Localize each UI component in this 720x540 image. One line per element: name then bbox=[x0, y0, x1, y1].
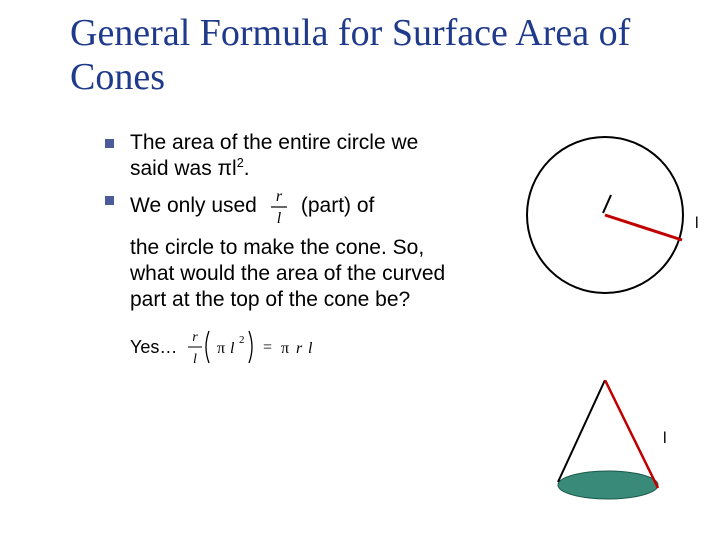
paren-right bbox=[249, 331, 252, 363]
cone-diagram: l bbox=[550, 380, 690, 515]
continuation-text: the circle to make the cone. So, what wo… bbox=[130, 235, 455, 314]
fraction-r-over-l: r l bbox=[267, 187, 291, 227]
exponent-2: 2 bbox=[237, 156, 244, 170]
f-l2: l bbox=[308, 340, 313, 357]
f-pi: π bbox=[217, 340, 225, 357]
circle-short-tick bbox=[603, 195, 611, 213]
pi-symbol: π bbox=[218, 157, 233, 180]
formula-image: r l π l 2 = π r l bbox=[183, 325, 333, 369]
bullet-2-part2: (part) of bbox=[301, 193, 375, 219]
bullet-1-text: The area of the entire circle we said wa… bbox=[130, 130, 455, 183]
f-l: l bbox=[230, 340, 235, 357]
f-exp: 2 bbox=[239, 334, 245, 346]
f-left-den: l bbox=[193, 352, 197, 367]
bullet-icon bbox=[105, 139, 114, 148]
yes-label: Yes… bbox=[130, 337, 177, 358]
cone-left-side bbox=[558, 380, 605, 482]
f-eq: = bbox=[263, 339, 272, 356]
f-pi2: π bbox=[281, 340, 289, 357]
slide-title: General Formula for Surface Area of Cone… bbox=[70, 12, 650, 99]
bullet-2-part1: We only used bbox=[130, 193, 257, 219]
f-left-num: r bbox=[193, 330, 199, 345]
body-region: The area of the entire circle we said wa… bbox=[105, 130, 455, 369]
frac-den: l bbox=[277, 210, 282, 227]
circle-radius-line bbox=[605, 215, 682, 240]
bullet-icon bbox=[105, 196, 114, 205]
cone-base bbox=[558, 471, 658, 499]
bullet-1-part1: The area of the entire circle we said wa… bbox=[130, 131, 418, 180]
yes-line: Yes… r l π l 2 = π r l bbox=[130, 325, 455, 369]
circle-label-l: l bbox=[695, 215, 699, 233]
bullet-2: We only used r l (part) of bbox=[105, 187, 455, 227]
cone-label-l: l bbox=[663, 430, 667, 448]
frac-num: r bbox=[276, 188, 283, 205]
bullet-1: The area of the entire circle we said wa… bbox=[105, 130, 455, 183]
f-r: r bbox=[296, 340, 303, 357]
paren-left bbox=[206, 331, 209, 363]
period: . bbox=[244, 157, 250, 180]
circle-diagram: l bbox=[525, 135, 710, 305]
bullet-2-text: We only used r l (part) of bbox=[130, 187, 374, 227]
